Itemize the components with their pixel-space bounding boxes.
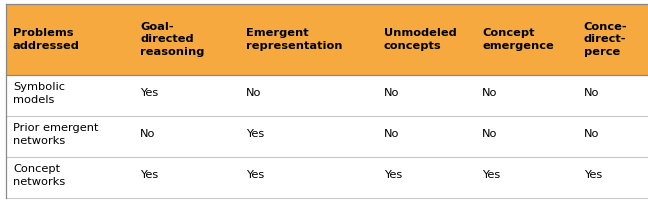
Bar (6, 157, 648, 198)
Bar (6, 75, 648, 116)
Text: Goal-
directed
reasoning: Goal- directed reasoning (140, 22, 205, 57)
Text: Conce-
direct-
perce: Conce- direct- perce (584, 22, 627, 57)
Text: Emergent
representation: Emergent representation (246, 28, 342, 51)
Text: Concept
networks: Concept networks (13, 164, 65, 187)
Text: Yes: Yes (246, 129, 264, 139)
Bar (6, 4, 648, 75)
Text: No: No (482, 88, 498, 98)
Text: No: No (482, 129, 498, 139)
Text: Yes: Yes (384, 170, 402, 180)
Text: No: No (140, 129, 156, 139)
Text: Concept
emergence: Concept emergence (482, 28, 554, 51)
Text: Symbolic
models: Symbolic models (13, 82, 65, 105)
Text: Yes: Yes (246, 170, 264, 180)
Text: Yes: Yes (140, 88, 159, 98)
Text: No: No (584, 88, 599, 98)
Text: Yes: Yes (584, 170, 602, 180)
Text: No: No (584, 129, 599, 139)
Text: No: No (246, 88, 261, 98)
Text: Yes: Yes (140, 170, 159, 180)
Text: Problems
addressed: Problems addressed (13, 28, 80, 51)
Text: No: No (384, 129, 399, 139)
Text: Yes: Yes (482, 170, 500, 180)
Bar (6, 116, 648, 157)
Text: No: No (384, 88, 399, 98)
Text: Unmodeled
concepts: Unmodeled concepts (384, 28, 457, 51)
Text: Prior emergent
networks: Prior emergent networks (13, 123, 98, 146)
